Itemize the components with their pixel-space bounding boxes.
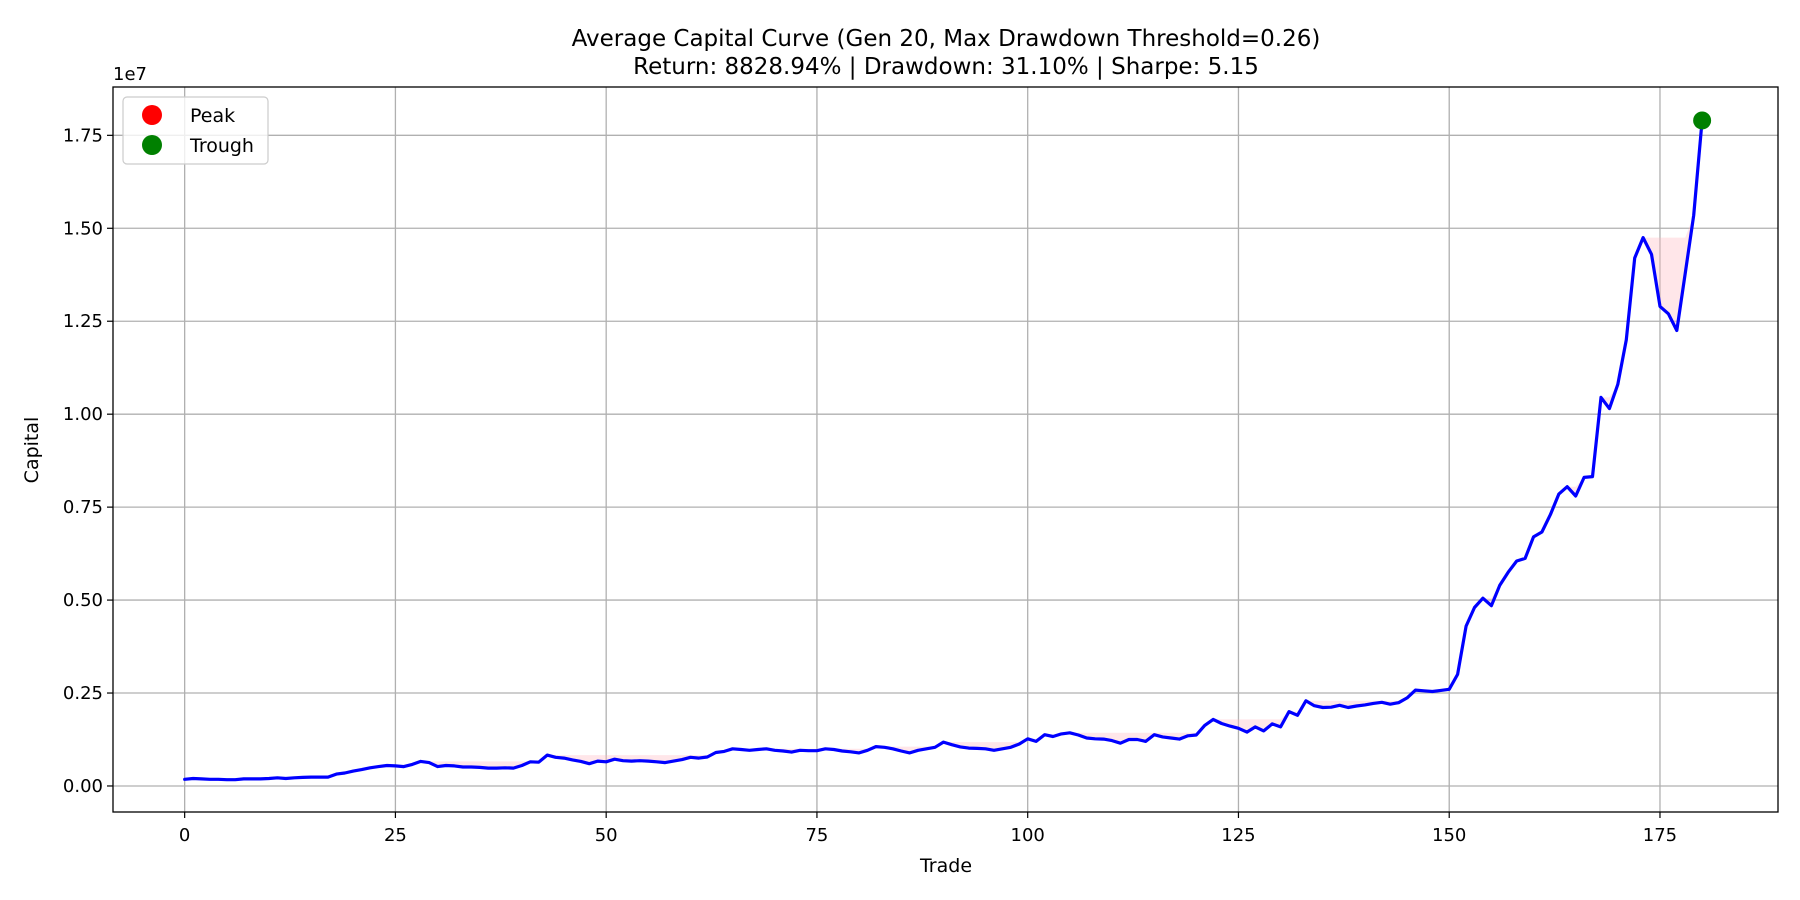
y-tick-label: 1.50 <box>63 218 103 239</box>
plot-frame <box>112 86 1779 813</box>
y-tick-label: 1.25 <box>63 311 103 332</box>
x-tick-label: 175 <box>1643 825 1677 846</box>
y-axis-label: Capital <box>21 417 43 484</box>
x-tick-label: 25 <box>384 825 407 846</box>
x-tick-label: 50 <box>595 825 618 846</box>
y-tick-label: 1.75 <box>63 125 103 146</box>
x-tick-label: 75 <box>805 825 828 846</box>
y-tick-label: 0.50 <box>63 590 103 611</box>
grid-lines <box>113 87 1778 812</box>
y-tick-label: 0.25 <box>63 683 103 704</box>
legend: Peak Trough <box>122 96 269 165</box>
y-tick-label: 1.00 <box>63 404 103 425</box>
chart-subtitle: Return: 8828.94% | Drawdown: 31.10% | Sh… <box>633 54 1259 80</box>
legend-trough-marker <box>142 135 162 155</box>
y-tick-label: 0.00 <box>63 776 103 797</box>
y-offset-label: 1e7 <box>113 64 147 85</box>
markers <box>1693 111 1712 130</box>
series-lines <box>183 118 1704 782</box>
x-tick-label: 0 <box>179 825 190 846</box>
trough-marker <box>1693 111 1712 130</box>
y-axis-ticks: 0.00 0.25 0.50 0.75 1.00 1.25 1.50 1.75 <box>63 125 113 797</box>
y-tick-label: 0.75 <box>63 497 103 518</box>
legend-trough-label: Trough <box>189 135 254 157</box>
drawdown-fill <box>184 120 1703 780</box>
x-axis-ticks: 0 25 50 75 100 125 150 175 <box>179 812 1677 846</box>
legend-peak-label: Peak <box>190 105 235 127</box>
chart-title: Average Capital Curve (Gen 20, Max Drawd… <box>572 26 1321 52</box>
x-tick-label: 150 <box>1432 825 1466 846</box>
legend-peak-marker <box>142 105 162 125</box>
capital-line <box>183 118 1704 782</box>
x-axis-label: Trade <box>919 855 972 877</box>
drawdown-area <box>184 120 1703 780</box>
x-tick-label: 100 <box>1011 825 1045 846</box>
x-tick-label: 125 <box>1221 825 1255 846</box>
